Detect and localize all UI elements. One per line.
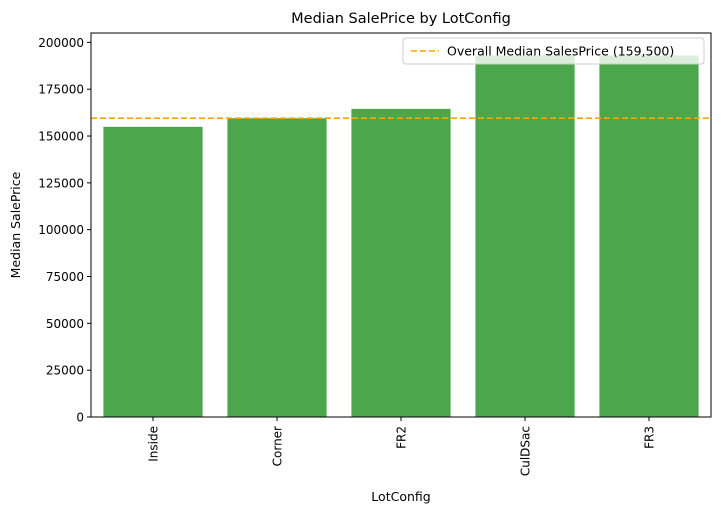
y-tick-label-125000: 125000: [38, 176, 84, 190]
chart-title: Median SalePrice by LotConfig: [291, 11, 511, 27]
y-tick-label-175000: 175000: [38, 83, 84, 97]
bar-fr2: [351, 108, 451, 418]
x-axis: Inside Corner FR2 CulDSac FR3: [147, 417, 657, 476]
bars-group: [103, 55, 699, 418]
x-tick-label-corner: Corner: [271, 426, 285, 466]
y-axis: 0 25000 50000 75000 100000 125000 150000 175000…: [38, 36, 91, 425]
x-tick-label-fr2: FR2: [395, 426, 409, 449]
bar-fr3: [599, 55, 699, 417]
y-tick-label-200000: 200000: [38, 36, 84, 50]
y-tick-label-50000: 50000: [46, 317, 84, 331]
legend-label: Overall Median SalesPrice (159,500): [447, 44, 674, 59]
x-axis-label: LotConfig: [371, 489, 430, 504]
bar-inside: [103, 126, 203, 417]
legend: Overall Median SalesPrice (159,500): [402, 37, 705, 65]
bar-culdsac: [475, 55, 575, 417]
bar-corner: [227, 118, 327, 417]
legend-box: [402, 37, 705, 65]
y-tick-label-25000: 25000: [46, 364, 84, 378]
y-tick-label-150000: 150000: [38, 130, 84, 144]
plot-frame: [90, 32, 712, 418]
x-tick-label-inside: Inside: [147, 426, 161, 462]
x-tick-label-fr3: FR3: [643, 426, 657, 449]
x-tick-label-culdsac: CulDSac: [519, 426, 533, 476]
y-tick-label-100000: 100000: [38, 223, 84, 237]
y-tick-label-75000: 75000: [46, 270, 84, 284]
y-axis-label: Median SalePrice: [8, 171, 23, 278]
y-tick-label-0: 0: [76, 411, 84, 425]
